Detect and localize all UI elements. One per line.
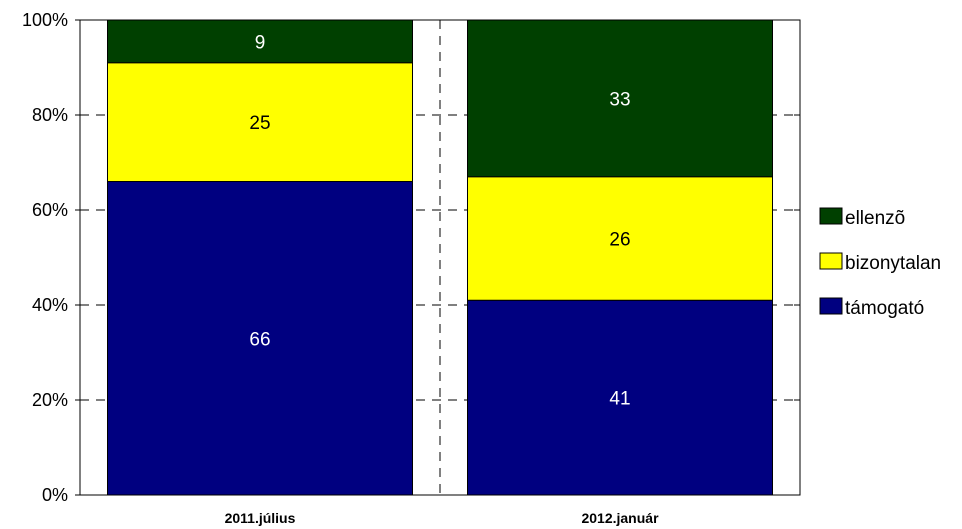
y-tick-label: 20% — [32, 390, 68, 410]
y-tick-label: 100% — [22, 10, 68, 30]
data-label: 9 — [255, 32, 266, 53]
category-label: 2011.július — [225, 510, 296, 526]
category-label: 2012.január — [581, 510, 659, 526]
bars — [107, 19, 773, 496]
data-label: 26 — [609, 230, 630, 251]
data-label: 33 — [609, 89, 630, 110]
legend-swatch — [819, 297, 843, 315]
data-labels: 66 25 9 41 26 33 — [249, 32, 630, 409]
data-label: 41 — [609, 389, 630, 410]
bar-segment — [107, 19, 413, 64]
bar-segment — [467, 299, 773, 496]
y-tick-label: 80% — [32, 105, 68, 125]
axes: 2011.július 2012.január 0% 20% 40% 60% 80% 100% — [22, 10, 800, 526]
bar-segment — [467, 19, 773, 178]
legend-swatch — [819, 207, 843, 225]
data-label: 66 — [249, 329, 270, 350]
bar-segment — [467, 176, 773, 301]
y-tick-label: 60% — [32, 200, 68, 220]
legend-label: ellenzõ — [845, 208, 905, 229]
bar-segment — [107, 62, 413, 182]
legend-swatch — [819, 252, 843, 270]
bar-segment — [107, 181, 413, 496]
legend-label: bizonytalan — [845, 253, 941, 274]
data-label: 25 — [249, 113, 270, 134]
legend: ellenzõ bizonytalan támogató — [819, 207, 941, 319]
y-tick-label: 40% — [32, 295, 68, 315]
legend-label: támogató — [845, 298, 924, 319]
y-tick-label: 0% — [42, 485, 68, 505]
